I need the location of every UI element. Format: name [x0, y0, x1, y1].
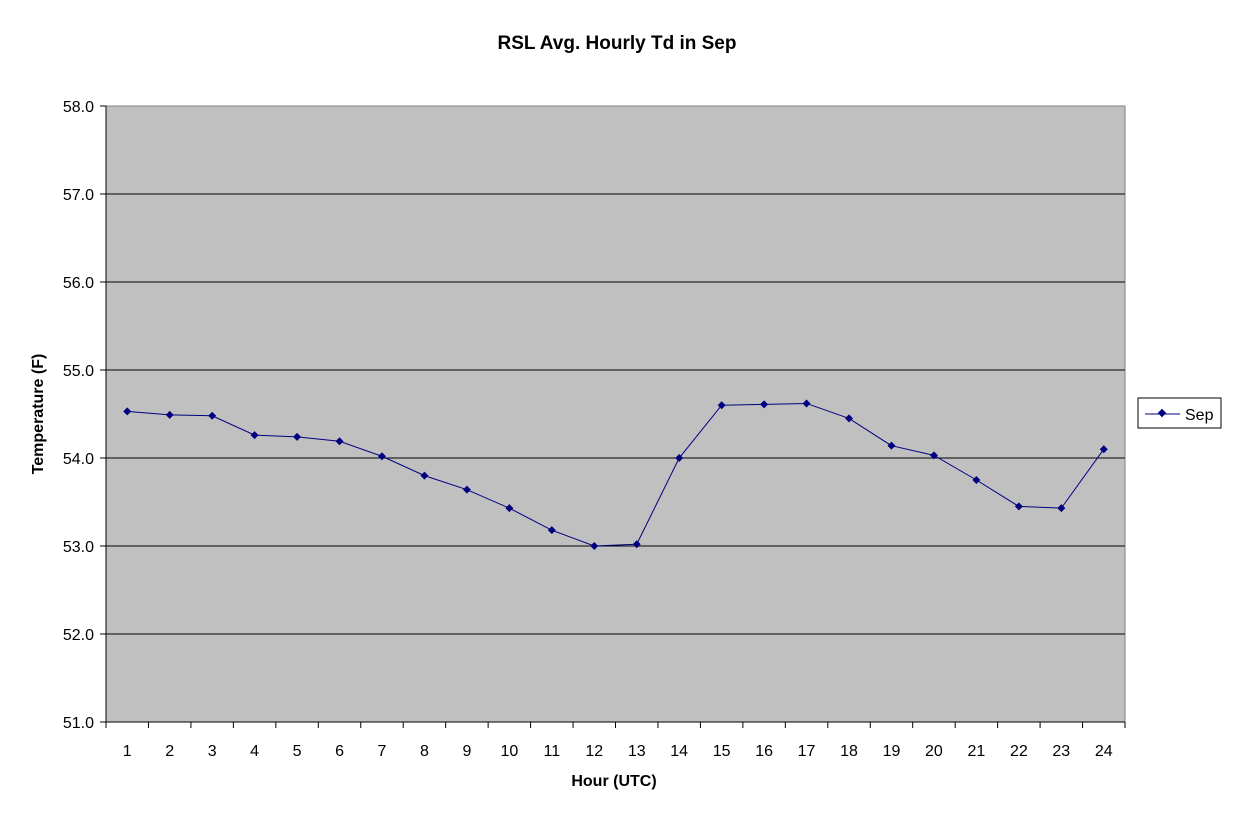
data-point: [462, 485, 471, 494]
data-point: [547, 526, 556, 535]
legend-box: [1137, 397, 1222, 429]
chart-title: RSL Avg. Hourly Td in Sep: [498, 33, 737, 54]
y-tick-label: 53.0: [63, 539, 94, 556]
data-point: [802, 399, 811, 408]
x-tick-label: 18: [840, 743, 858, 760]
data-point: [845, 414, 854, 423]
x-tick-label: 22: [1010, 743, 1028, 760]
data-point: [335, 437, 344, 446]
series-layer: [123, 399, 1108, 550]
x-tick-label: 20: [925, 743, 943, 760]
data-point: [505, 504, 514, 513]
x-tick-label: 6: [335, 743, 344, 760]
y-tick-label: 51.0: [63, 715, 94, 732]
x-tick-label: 17: [798, 743, 816, 760]
x-tick-label: 9: [462, 743, 471, 760]
y-tick-label: 58.0: [63, 99, 94, 116]
x-tick-label: 2: [165, 743, 174, 760]
legend-marker-sep: [1157, 408, 1167, 418]
x-tick-label: 4: [250, 743, 259, 760]
data-point: [1014, 502, 1023, 511]
data-point: [632, 540, 641, 549]
y-tick-label: 56.0: [63, 275, 94, 292]
x-tick-label: 11: [544, 743, 561, 760]
x-axis-label: Hour (UTC): [571, 773, 656, 790]
data-point: [1099, 445, 1108, 454]
x-tick-label: 12: [585, 743, 603, 760]
y-tick-label: 55.0: [63, 363, 94, 380]
legend-label-sep: Sep: [1185, 407, 1214, 424]
data-point: [123, 407, 132, 416]
data-point: [972, 476, 981, 484]
data-point: [590, 542, 599, 550]
data-point: [887, 441, 896, 450]
x-tick-label: 8: [420, 743, 429, 760]
x-tick-label: 15: [713, 743, 731, 760]
data-point: [165, 410, 174, 419]
data-point: [1057, 504, 1066, 513]
data-point: [208, 411, 217, 420]
data-point: [420, 471, 429, 480]
x-tick-label: 7: [378, 743, 387, 760]
x-tick-label: 13: [628, 743, 646, 760]
x-tick-label: 1: [123, 743, 132, 760]
plot-area: [105, 105, 1126, 723]
x-tick-label: 14: [670, 743, 688, 760]
x-tick-label: 23: [1052, 743, 1070, 760]
data-point: [675, 454, 684, 462]
x-tick-label: 21: [967, 743, 985, 760]
data-point: [717, 401, 726, 410]
series-line-sep: [127, 402, 1105, 547]
data-point: [760, 400, 769, 409]
y-tick-label: 52.0: [63, 627, 94, 644]
data-point: [929, 451, 938, 460]
y-tick-label: 57.0: [63, 187, 94, 204]
x-axis: 1 2 3 4 5 6 7 8 9 10 11 12 13 14 15 16 17 18 19 20 21 22 23 24: [105, 721, 1126, 760]
x-tick-label: 5: [293, 743, 302, 760]
y-axis-label: Temperature (F): [30, 354, 47, 475]
x-tick-label: 16: [755, 743, 773, 760]
legend: Sep: [1137, 397, 1222, 429]
y-tick-label: 54.0: [63, 451, 94, 468]
y-axis: 51.0 52.0 53.0 54.0 55.0 56.0 57.0 58.0: [63, 99, 107, 732]
gridlines: [106, 193, 1125, 635]
x-tick-label: 19: [883, 743, 901, 760]
data-point: [293, 432, 302, 441]
data-point: [377, 452, 386, 461]
x-tick-label: 3: [208, 743, 217, 760]
x-tick-label: 24: [1095, 743, 1113, 760]
data-point: [250, 431, 259, 440]
x-tick-label: 10: [500, 743, 518, 760]
